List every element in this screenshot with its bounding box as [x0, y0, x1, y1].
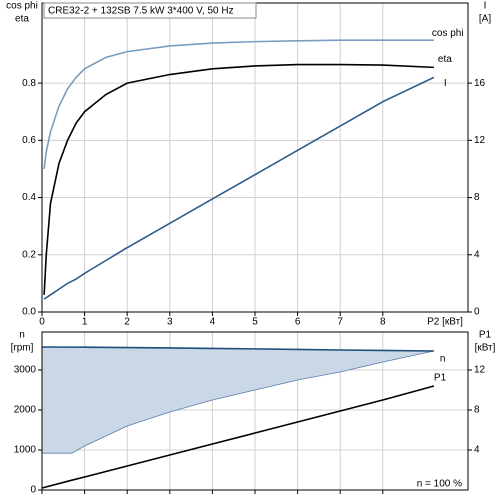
- y-tick-label: 0.6: [22, 135, 36, 146]
- series-line: [43, 39, 434, 170]
- y-axis-label: [rpm]: [11, 343, 34, 354]
- y2-tick-label: 12: [474, 135, 486, 146]
- range-lower-line: [42, 350, 435, 454]
- series-label: cos phi: [432, 28, 464, 39]
- series-label: P1: [434, 373, 447, 384]
- y-tick-label: 3000: [14, 365, 37, 376]
- title-box: [43, 2, 257, 19]
- series-label: eta: [438, 54, 452, 65]
- series-line: [43, 76, 435, 300]
- y2-tick-label: 8: [474, 192, 480, 203]
- series-line: [43, 63, 434, 295]
- series-label: I: [444, 78, 447, 89]
- y2-tick-label: 8: [474, 405, 480, 416]
- y-tick-label: 0.2: [22, 249, 36, 260]
- y2-tick-label: 0: [474, 307, 480, 318]
- y-tick-label: 2000: [14, 405, 37, 416]
- y-axis-label: eta: [15, 14, 29, 25]
- y-tick-label: 0: [30, 485, 36, 496]
- y-tick-label: 0.8: [22, 78, 36, 89]
- series-label: n: [440, 354, 446, 365]
- y-tick-label: 0.4: [22, 192, 36, 203]
- x-tick-label: 1: [82, 317, 88, 328]
- y2-tick-label: 16: [474, 78, 486, 89]
- x-axis-label: P2 [кВт]: [427, 317, 463, 328]
- y2-tick-label: 4: [474, 249, 480, 260]
- x-tick-label: 5: [252, 317, 258, 328]
- plot-frame: [41, 331, 469, 491]
- annotation: n = 100 %: [417, 479, 462, 490]
- range-area: [42, 347, 434, 454]
- x-tick-label: 2: [124, 317, 130, 328]
- y-tick-label: 1000: [14, 445, 37, 456]
- series-line: [41, 346, 434, 352]
- y-axis-label: n: [19, 330, 25, 341]
- x-tick-label: 6: [295, 317, 301, 328]
- y2-axis-label: P1: [479, 330, 492, 341]
- y2-axis-label: [кВт]: [475, 343, 496, 354]
- y-tick-label: 0.0: [22, 307, 36, 318]
- y2-tick-label: 4: [474, 445, 480, 456]
- series-line: [41, 385, 435, 489]
- y-axis-label: cos phi: [6, 1, 38, 12]
- x-tick-label: 7: [337, 317, 343, 328]
- y2-tick-label: 12: [474, 365, 486, 376]
- x-tick-label: 0: [39, 317, 45, 328]
- x-tick-label: 4: [210, 317, 216, 328]
- y2-axis-label: I: [484, 1, 487, 12]
- x-tick-label: 3: [167, 317, 173, 328]
- chart-title: CRE32-2 + 132SB 7.5 kW 3*400 V, 50 Hz: [48, 6, 234, 17]
- y2-axis-label: [A]: [479, 14, 491, 25]
- x-tick-label: 8: [380, 317, 386, 328]
